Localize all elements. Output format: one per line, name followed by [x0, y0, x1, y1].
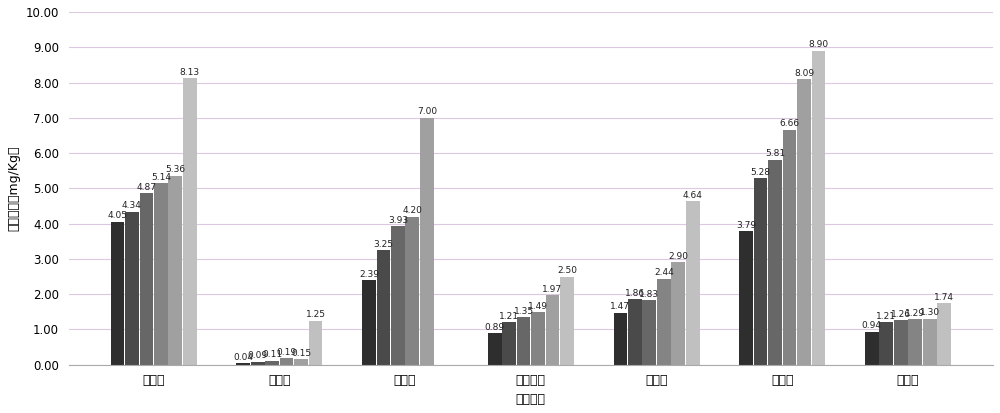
- Y-axis label: 原药浓度（mg/Kg）: 原药浓度（mg/Kg）: [7, 146, 20, 231]
- Text: 1.30: 1.30: [920, 309, 940, 318]
- Text: 3.93: 3.93: [388, 216, 408, 225]
- Bar: [309, 320, 322, 365]
- Text: 0.94: 0.94: [862, 321, 882, 330]
- Text: 5.28: 5.28: [751, 168, 771, 177]
- Bar: [362, 280, 376, 365]
- Bar: [531, 312, 545, 365]
- Bar: [502, 322, 516, 365]
- Bar: [686, 201, 700, 365]
- Text: 4.20: 4.20: [402, 206, 422, 215]
- Text: 0.11: 0.11: [262, 351, 282, 359]
- Text: 1.26: 1.26: [891, 310, 911, 319]
- Bar: [405, 216, 419, 365]
- Bar: [236, 363, 250, 365]
- Text: 2.50: 2.50: [557, 266, 577, 275]
- Text: 1.83: 1.83: [639, 290, 659, 299]
- Text: 7.00: 7.00: [417, 107, 437, 116]
- Text: 1.97: 1.97: [542, 285, 563, 294]
- Text: 4.05: 4.05: [107, 211, 127, 221]
- Bar: [280, 358, 293, 365]
- Text: 1.29: 1.29: [905, 309, 925, 318]
- Bar: [517, 317, 530, 365]
- Bar: [560, 277, 574, 365]
- Text: 1.47: 1.47: [610, 302, 630, 311]
- Bar: [797, 79, 811, 365]
- Bar: [154, 183, 168, 365]
- Text: 3.79: 3.79: [736, 221, 756, 230]
- Text: 1.21: 1.21: [876, 312, 896, 320]
- Text: 0.89: 0.89: [485, 323, 505, 332]
- Text: 8.13: 8.13: [180, 67, 200, 76]
- Bar: [657, 279, 671, 365]
- Bar: [546, 295, 559, 365]
- Text: 3.25: 3.25: [373, 240, 393, 249]
- Text: 2.44: 2.44: [654, 268, 674, 277]
- Text: 8.09: 8.09: [794, 69, 814, 78]
- Bar: [923, 319, 937, 365]
- Text: 0.04: 0.04: [233, 353, 253, 362]
- Bar: [614, 313, 627, 365]
- Text: 8.90: 8.90: [808, 40, 828, 49]
- Bar: [739, 231, 753, 365]
- X-axis label: 原药类别: 原药类别: [516, 393, 546, 406]
- Bar: [879, 322, 893, 365]
- Text: 2.39: 2.39: [359, 270, 379, 279]
- Text: 0.09: 0.09: [248, 351, 268, 360]
- Text: 1.21: 1.21: [499, 312, 519, 320]
- Text: 1.86: 1.86: [625, 289, 645, 298]
- Text: 1.74: 1.74: [934, 293, 954, 302]
- Bar: [251, 362, 265, 365]
- Bar: [894, 320, 908, 365]
- Bar: [125, 211, 139, 365]
- Text: 1.35: 1.35: [514, 307, 534, 316]
- Bar: [908, 319, 922, 365]
- Bar: [391, 226, 405, 365]
- Text: 5.81: 5.81: [765, 150, 785, 158]
- Bar: [488, 333, 502, 365]
- Bar: [754, 178, 767, 365]
- Bar: [768, 160, 782, 365]
- Bar: [420, 118, 434, 365]
- Bar: [168, 176, 182, 365]
- Bar: [671, 262, 685, 365]
- Text: 5.36: 5.36: [165, 165, 185, 174]
- Text: 4.34: 4.34: [122, 201, 142, 210]
- Text: 1.49: 1.49: [528, 302, 548, 311]
- Bar: [183, 78, 197, 365]
- Bar: [628, 299, 642, 365]
- Bar: [812, 51, 825, 365]
- Bar: [377, 250, 390, 365]
- Bar: [937, 304, 951, 365]
- Bar: [294, 359, 308, 365]
- Text: 0.19: 0.19: [277, 348, 297, 357]
- Bar: [111, 222, 124, 365]
- Text: 4.87: 4.87: [136, 183, 156, 192]
- Bar: [265, 361, 279, 365]
- Bar: [865, 332, 879, 365]
- Text: 5.14: 5.14: [151, 173, 171, 182]
- Bar: [642, 300, 656, 365]
- Text: 1.25: 1.25: [306, 310, 326, 319]
- Bar: [783, 130, 796, 365]
- Text: 2.90: 2.90: [668, 252, 688, 261]
- Bar: [140, 193, 153, 365]
- Text: 0.15: 0.15: [291, 349, 311, 358]
- Text: 6.66: 6.66: [779, 119, 800, 128]
- Text: 4.64: 4.64: [683, 191, 703, 199]
